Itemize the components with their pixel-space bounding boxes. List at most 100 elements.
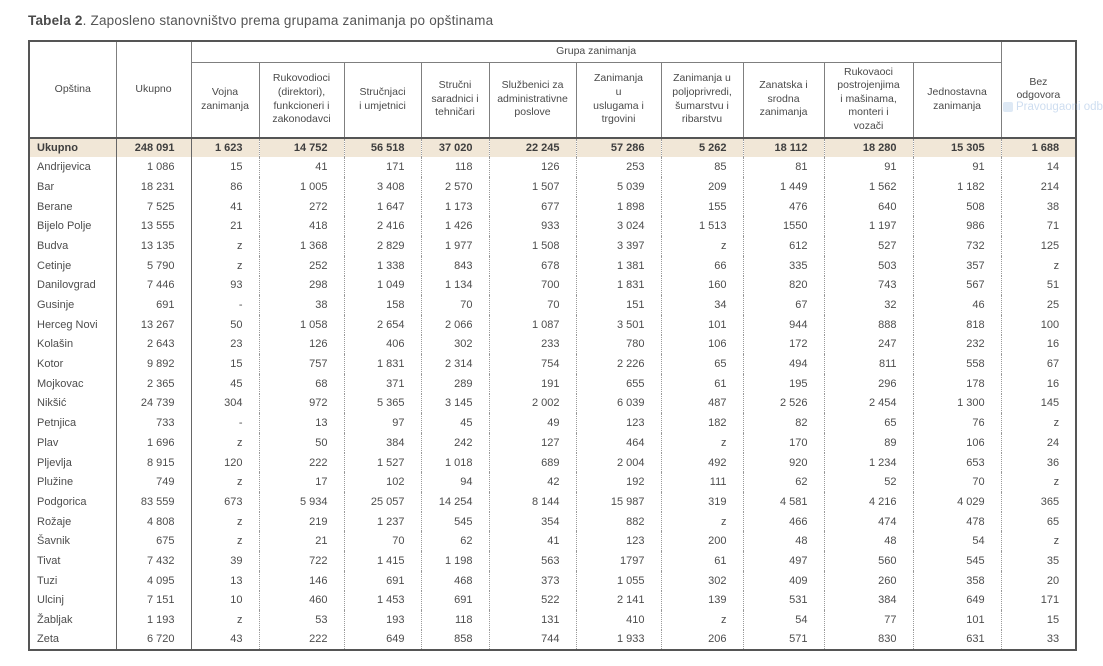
value-cell: 406	[344, 334, 422, 355]
table-row: Gusinje 691-38 158 70 70 151 34 67 32 46 25	[29, 295, 1076, 315]
value-cell: z	[191, 236, 260, 256]
value-cell: 16	[1046, 338, 1060, 351]
value-cell: 357	[913, 255, 1002, 276]
value-cell: 45	[191, 373, 260, 394]
value-cell: 41	[489, 531, 577, 552]
table-caption: . Zaposleno stanovništvo prema grupama z…	[82, 13, 494, 28]
municipality-cell: Rožaje	[29, 511, 117, 532]
value-cell: 4 808	[116, 511, 192, 532]
totals-row: Ukupno 248 091 1 623 14 752 56 518 37 020 22 2…	[29, 137, 1077, 158]
table-row: Ulcinj 7 151 10 460 1 453 691 522 2 141 139 531 38…	[29, 590, 1076, 611]
value-cell: 8 915	[116, 452, 192, 473]
value-cell: 123	[576, 413, 662, 434]
value-cell: 13	[191, 570, 260, 591]
municipality-cell: Ukupno	[29, 137, 117, 158]
value-cell: 20	[1046, 574, 1060, 587]
value-cell: 675	[116, 531, 192, 552]
group-header: Grupa zanimanja	[190, 40, 1002, 63]
value-cell: 1 449	[743, 177, 825, 197]
value-cell: 1 647	[344, 196, 422, 217]
value-cell: 365	[1040, 495, 1060, 508]
value-cell: 7 525	[116, 196, 192, 217]
column-header: Zanatska i srodna zanimanja	[742, 61, 825, 139]
value-cell: 222	[259, 452, 345, 473]
value-cell: 253	[576, 157, 662, 178]
value-cell: 43	[191, 629, 260, 650]
value-cell: 409	[743, 570, 825, 591]
value-cell: 3 024	[576, 216, 662, 237]
municipality-cell: Bar	[29, 177, 117, 197]
value-cell: 120	[191, 452, 260, 473]
value-cell: 677	[489, 196, 577, 217]
value-cell: 193	[344, 610, 422, 630]
value-cell: 691	[344, 570, 422, 591]
value-cell: 560	[824, 551, 914, 571]
municipality-cell: Andrijevica	[29, 157, 117, 178]
value-cell: 7 151	[116, 590, 192, 611]
value-cell: 673	[191, 492, 260, 512]
value-cell: 91	[824, 157, 914, 178]
value-cell: 37 020	[421, 137, 490, 158]
value-cell: 2 643	[116, 334, 192, 355]
value-cell: 2 066	[421, 314, 490, 335]
value-cell: 18 112	[743, 137, 825, 158]
municipality-cell: Petnjica	[29, 413, 117, 434]
value-cell: -	[191, 413, 260, 434]
value-cell: 14	[1046, 161, 1060, 174]
value-cell: 9 892	[116, 354, 192, 374]
value-cell: 289	[421, 373, 490, 394]
value-cell: 1 300	[913, 393, 1002, 414]
value-cell: 32	[824, 295, 914, 315]
value-cell: 7 432	[116, 551, 192, 571]
value-cell: 1 193	[116, 610, 192, 630]
municipality-cell: Gusinje	[29, 295, 117, 315]
value-cell: 68	[259, 373, 345, 394]
value-cell: 933	[489, 216, 577, 237]
value-cell: 757	[259, 354, 345, 374]
value-cell: 70	[489, 295, 577, 315]
value-cell: 24	[1046, 436, 1060, 449]
value-cell: 476	[743, 196, 825, 217]
value-cell: 8 144	[489, 492, 577, 512]
value-cell: 780	[576, 334, 662, 355]
table-row: Cetinje 5 790 z 252 1 338 843 678 1 381 66 335 503…	[29, 255, 1076, 276]
value-cell: 57 286	[576, 137, 662, 158]
value-cell: 1 173	[421, 196, 490, 217]
value-cell: 1 234	[824, 452, 914, 473]
value-cell: 371	[344, 373, 422, 394]
value-cell: 16	[1046, 377, 1060, 390]
table-number: Tabela 2	[28, 13, 83, 28]
municipality-cell: Bijelo Polje	[29, 216, 117, 237]
value-cell: 302	[661, 570, 744, 591]
value-cell: 172	[743, 334, 825, 355]
value-cell: 18 280	[824, 137, 914, 158]
value-cell: 1 453	[344, 590, 422, 611]
value-cell: 54	[743, 610, 825, 630]
value-cell: 21	[259, 531, 345, 552]
value-cell: 91	[913, 157, 1002, 178]
value-cell: 13 267	[116, 314, 192, 335]
municipality-cell: Cetinje	[29, 255, 117, 276]
value-cell: -	[191, 295, 260, 315]
value-cell: 34	[661, 295, 744, 315]
value-cell: 503	[824, 255, 914, 276]
value-cell: 335	[743, 255, 825, 276]
value-cell: 531	[743, 590, 825, 611]
municipality-cell: Plužine	[29, 472, 117, 493]
column-header: Rukovodioci (direktori), funkcioneri i z…	[258, 61, 345, 139]
value-cell: 100	[1040, 318, 1060, 331]
value-cell: 1 058	[259, 314, 345, 335]
table-row: Andrijevica 1 086 15 41 171 118 126 253 85 81 91 91…	[29, 157, 1076, 178]
value-cell: 65	[661, 354, 744, 374]
value-cell: z	[661, 511, 744, 532]
value-cell: 51	[1046, 279, 1060, 292]
value-cell: 81	[743, 157, 825, 178]
value-cell: 15	[191, 354, 260, 374]
value-cell: 1 933	[576, 629, 662, 650]
value-cell: 3 501	[576, 314, 662, 335]
table-row: Šavnik 675 z 21 70 62 41 123 200 48 48 54 z	[29, 531, 1076, 552]
value-cell: 77	[824, 610, 914, 630]
table-row: Pljevlja 8 915 120 222 1 527 1 018 689 2 004 492…	[29, 452, 1076, 473]
value-cell: 558	[913, 354, 1002, 374]
value-cell: 5 039	[576, 177, 662, 197]
